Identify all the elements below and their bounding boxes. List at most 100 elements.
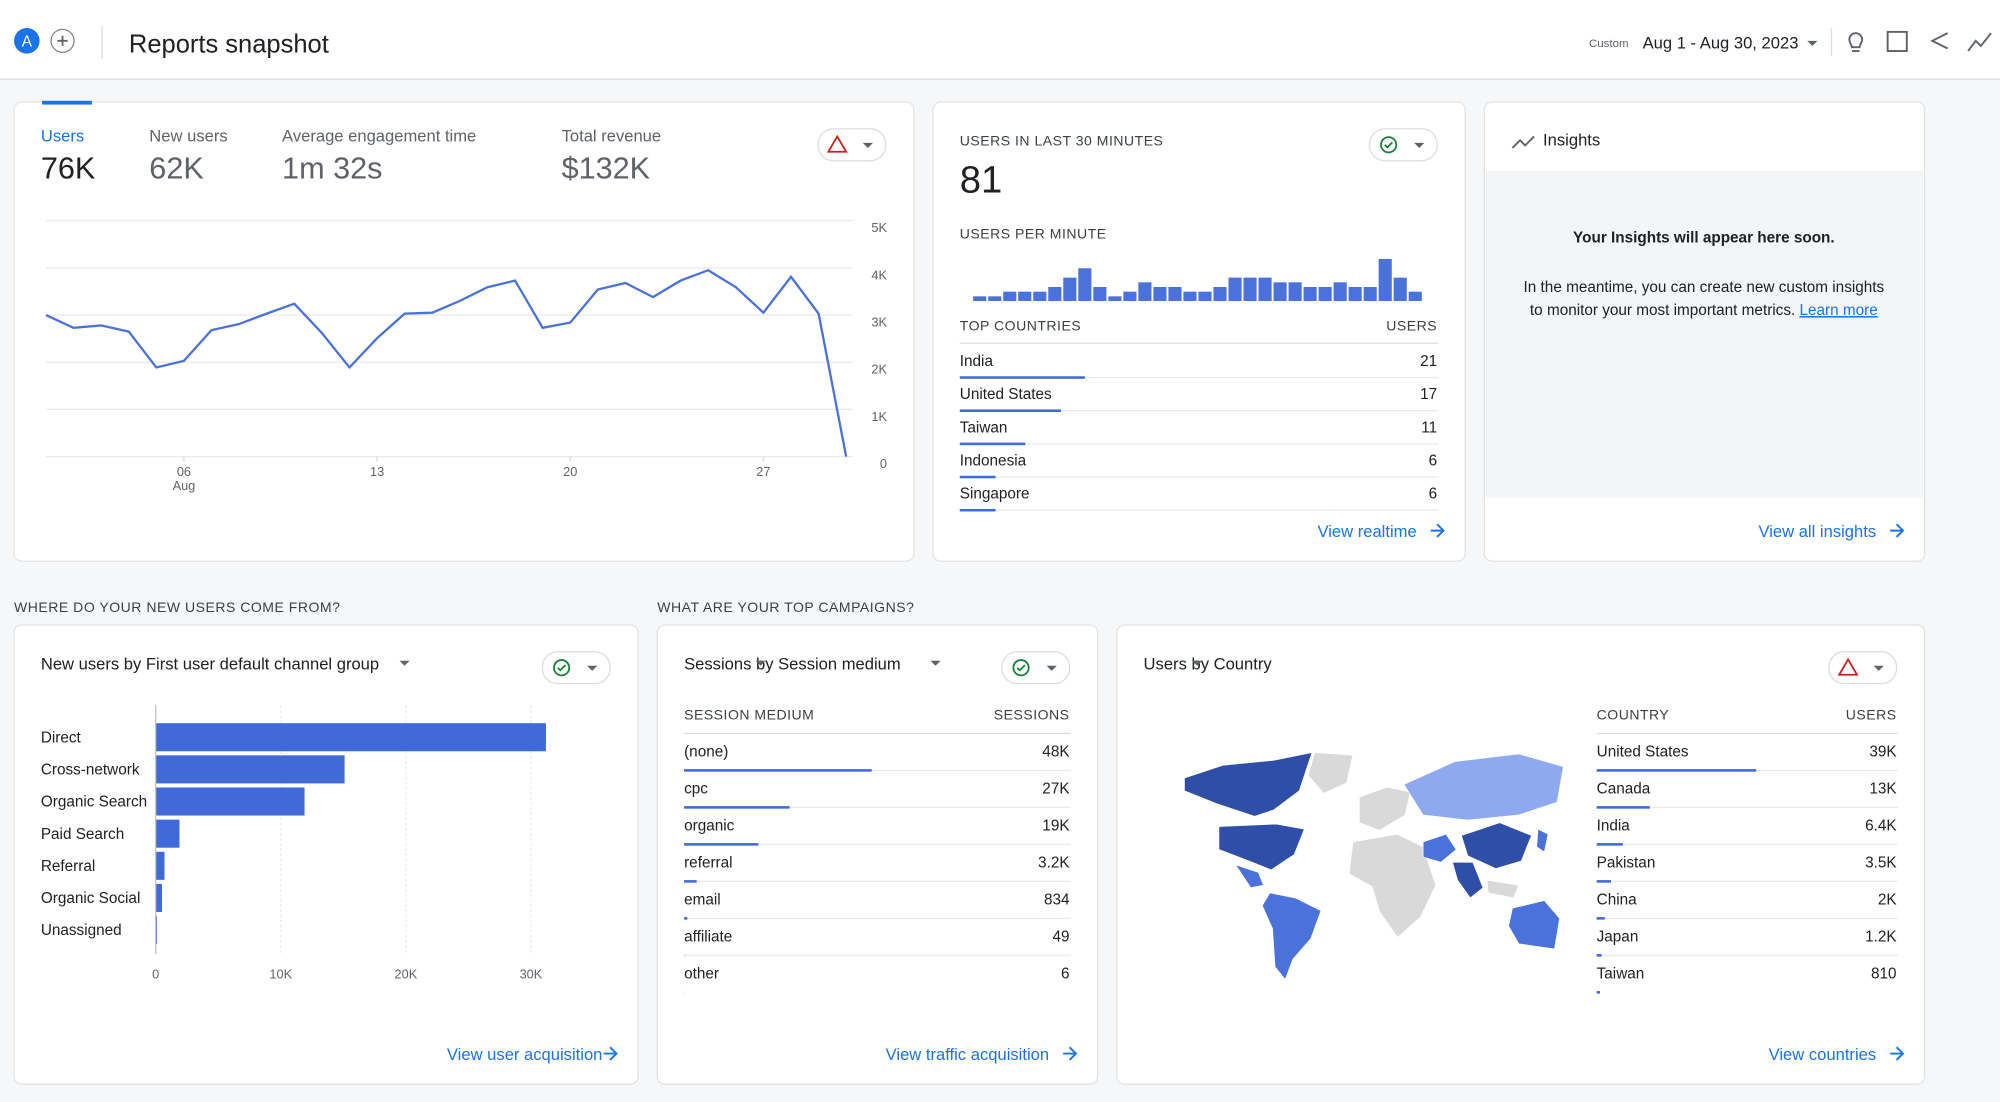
minute-bar — [1198, 291, 1212, 302]
status-chip[interactable] — [1001, 651, 1071, 685]
bar — [155, 819, 180, 848]
section-title: WHERE DO YOUR NEW USERS COME FROM? — [14, 599, 340, 615]
arrow — [1890, 523, 1905, 538]
x-tick-label: 10K — [269, 966, 292, 981]
add-button[interactable] — [50, 28, 75, 53]
row-value: 3.2K — [1038, 854, 1070, 871]
row-name: cpc — [684, 780, 708, 797]
metric: Sessions — [684, 655, 751, 674]
value-bar — [959, 475, 996, 479]
card-title[interactable]: New users by First user default channel … — [41, 655, 379, 674]
value-bar — [1596, 806, 1650, 809]
minute-bar — [1348, 286, 1362, 302]
minute-bar — [1393, 277, 1407, 302]
country-name: Indonesia — [960, 453, 1027, 470]
status-chip[interactable] — [817, 128, 887, 162]
minute-bar — [1153, 286, 1167, 302]
realtime-title: USERS IN LAST 30 MINUTES — [960, 132, 1164, 148]
overview-card — [13, 101, 915, 562]
category-label: Organic Search — [41, 794, 147, 811]
metric: New users — [41, 655, 119, 674]
dropdown-icon — [399, 660, 410, 666]
y-tick-label: 0 — [880, 456, 887, 471]
country-name: Taiwan — [960, 419, 1008, 436]
dimension: by Country — [1191, 655, 1272, 674]
bar — [155, 723, 546, 752]
country-name: Singapore — [960, 486, 1030, 503]
table-header: SESSION MEDIUM — [684, 706, 814, 722]
trend-icon[interactable] — [1967, 32, 1992, 52]
insight-icon[interactable] — [1848, 32, 1864, 52]
category-label: Organic Social — [41, 890, 141, 907]
metric-label[interactable]: Users — [41, 127, 84, 146]
minute-bar — [1363, 286, 1377, 302]
top-bar — [0, 0, 2000, 80]
share-icon[interactable] — [1930, 32, 1949, 50]
edit-icon[interactable] — [1886, 30, 1908, 52]
minute-bar — [1123, 291, 1137, 302]
date-range[interactable]: Aug 1 - Aug 30, 2023 — [1643, 33, 1799, 52]
metric-label[interactable]: Average engagement time — [282, 127, 476, 146]
value-bar — [684, 880, 697, 883]
metric: Users — [1144, 655, 1187, 674]
row-value: 2K — [1878, 891, 1898, 908]
row-value: 1.2K — [1865, 928, 1897, 945]
row-value: 27K — [1042, 780, 1070, 797]
country-name: United States — [960, 386, 1052, 403]
bar — [155, 883, 162, 912]
world-map — [1184, 752, 1564, 981]
add-icon — [57, 35, 68, 46]
y-tick-label: 4K — [871, 267, 887, 282]
minute-bar — [1183, 291, 1197, 302]
minute-bar — [1048, 286, 1062, 302]
status-chip[interactable] — [1368, 128, 1438, 162]
country-name: India — [960, 353, 994, 370]
card-title[interactable]: Sessions by Session medium — [684, 655, 901, 674]
category-label: Cross-network — [41, 761, 140, 778]
metric-label[interactable]: New users — [149, 127, 227, 146]
table-header: USERS — [1386, 317, 1437, 333]
row-name: referral — [684, 854, 732, 871]
arrow — [1430, 523, 1445, 538]
row-name: email — [684, 891, 721, 908]
view-insights-link[interactable]: View all insights — [1758, 522, 1876, 541]
row-value: 3.5K — [1865, 854, 1897, 871]
row-name: (none) — [684, 743, 728, 760]
x-tick-label: 30K — [520, 966, 543, 981]
metric-value[interactable]: $132K — [562, 152, 651, 186]
metric-label[interactable]: Total revenue — [562, 127, 662, 146]
x-tick-label: 13 — [370, 464, 384, 479]
status-chip[interactable] — [1828, 651, 1898, 685]
acquisition-card — [13, 624, 639, 1085]
campaigns-card — [656, 624, 1099, 1085]
bar — [155, 851, 165, 880]
value-bar — [959, 376, 1085, 379]
metric-value[interactable]: 76K — [41, 152, 96, 186]
minute-bar — [1318, 286, 1332, 302]
check-icon — [1380, 136, 1398, 154]
view-acquisition-link[interactable]: View user acquisition — [447, 1045, 602, 1064]
table-header: SESSIONS — [994, 706, 1070, 722]
check-mark — [557, 664, 567, 672]
avatar[interactable] — [14, 28, 40, 54]
status-chip[interactable] — [541, 651, 611, 685]
view-traffic-link[interactable]: View traffic acquisition — [886, 1045, 1049, 1064]
row-value: 13K — [1869, 780, 1897, 797]
row-name: China — [1597, 891, 1637, 908]
insights-heading: Your Insights will appear here soon. — [1573, 229, 1835, 246]
row-value: 810 — [1871, 965, 1897, 982]
insights-body: In the meantime, you can create new cust… — [1524, 279, 1885, 296]
x-tick-label: 06 — [177, 464, 191, 479]
row-name: Pakistan — [1597, 854, 1656, 871]
learn-more-link[interactable]: Learn more — [1800, 302, 1878, 319]
per-minute-label: USERS PER MINUTE — [960, 226, 1107, 242]
users-line — [45, 268, 848, 457]
view-realtime-link[interactable]: View realtime — [1317, 522, 1416, 541]
view-countries-link[interactable]: View countries — [1769, 1045, 1877, 1064]
metric-value[interactable]: 62K — [149, 152, 204, 186]
card-title[interactable]: Users by Country — [1144, 655, 1273, 674]
value-bar — [684, 917, 688, 920]
metric-value[interactable]: 1m 32s — [282, 152, 382, 186]
x-tick-label: 0 — [152, 966, 159, 981]
